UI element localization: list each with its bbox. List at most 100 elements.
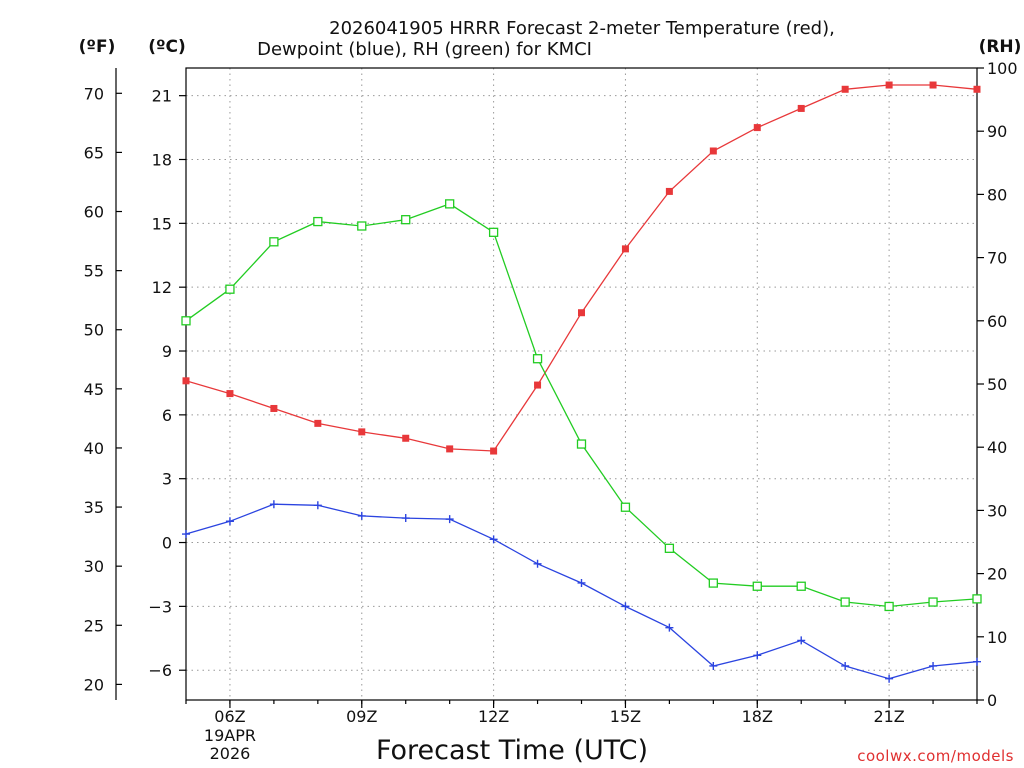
dewpoint-point [445,515,454,524]
celsius-tick-label: −3 [148,597,172,616]
x-tick-label: 12Z [478,707,509,726]
temperature-point [270,404,278,412]
x-tick-date-label: 19APR [204,726,256,745]
dewpoint-point [533,559,542,568]
celsius-axis-ticks: −6 −3 0 3 6 9 12 15 18 21 [148,87,186,680]
rh-point [972,594,982,604]
temperature-point [753,124,761,132]
celsius-tick-label: 3 [162,470,172,489]
rh-point [928,597,938,607]
rh-point [357,221,367,231]
rh-tick-label: 50 [987,375,1007,394]
rh-tick-label: 60 [987,312,1007,331]
fahrenheit-tick-label: 40 [84,439,104,458]
temperature-point [314,419,322,427]
temperature-point [841,85,849,93]
rh-point [884,601,894,612]
dewpoint-point [841,661,850,670]
celsius-tick-label: 9 [162,342,172,361]
rh-point [664,543,675,553]
rh-point [401,215,411,225]
rh-tick-label: 100 [987,59,1018,78]
temperature-point [446,445,454,453]
temperature-point [578,309,585,317]
temperature-point [709,147,717,155]
credit-text: coolwx.com/models [857,747,1014,765]
rh-tick-label: 70 [987,249,1007,268]
rh-point [620,502,631,512]
rh-point [488,227,499,237]
temperature-point [534,381,542,389]
rh-point [269,237,279,247]
x-axis-label: Forecast Time (UTC) [376,735,648,766]
series [181,81,982,683]
temperature-point [402,434,410,442]
rh-tick-label: 90 [987,122,1007,141]
rh-axis-ticks: 0 10 20 30 40 50 60 70 80 90 100 [977,59,1018,710]
temperature-point [490,447,498,455]
fahrenheit-tick-label: 50 [84,321,104,340]
rh-point [313,216,323,227]
temperature-point [621,245,629,253]
fahrenheit-tick-label: 45 [84,380,104,399]
chart-title-line-2: Dewpoint (blue), RH (green) for KMCI [257,39,592,60]
dewpoint-point [401,514,410,523]
rh-tick-label: 20 [987,565,1007,584]
dewpoint-point [885,674,894,683]
temperature-point [182,377,190,385]
rh-point [796,581,806,591]
celsius-tick-label: 15 [152,214,172,233]
fahrenheit-tick-label: 30 [84,557,104,576]
temperature-point [665,187,673,195]
celsius-tick-label: −6 [148,661,172,680]
dewpoint-point [182,530,190,539]
celsius-tick-label: 6 [162,406,172,425]
rh-point [445,199,455,209]
dewpoint-point [797,636,806,645]
rh-tick-label: 0 [987,691,997,710]
dewpoint-point [621,602,630,611]
celsius-unit-label: (ºC) [148,37,186,57]
rh-point [708,578,718,588]
fahrenheit-tick-label: 60 [84,203,104,222]
rh-tick-label: 40 [987,438,1007,457]
temperature-point [973,85,981,93]
dewpoint-point [269,500,278,509]
rh-point [840,597,850,607]
temperature-point [885,81,893,89]
celsius-tick-label: 18 [152,151,172,170]
temperature-point [929,81,937,89]
rh-tick-label: 80 [987,185,1007,204]
rh-point [181,316,191,326]
fahrenheit-tick-label: 25 [84,616,104,635]
x-tick-date-label: 2026 [210,744,251,763]
grid [186,68,977,700]
x-tick-label: 15Z [610,707,641,726]
fahrenheit-tick-label: 35 [84,498,104,517]
rh-unit-label: (RH) [979,37,1022,57]
x-tick-label: 18Z [742,707,773,726]
celsius-tick-label: 21 [152,87,172,106]
rh-point [576,439,587,449]
dewpoint-point [313,501,322,510]
rh-point [752,581,762,591]
chart-title-line-1: 2026041905 HRRR Forecast 2-meter Tempera… [329,18,835,39]
rh-point [532,354,543,364]
rh-tick-label: 30 [987,501,1007,520]
plot-frame [185,67,978,701]
dewpoint-point [357,511,366,520]
rh-line [185,203,978,608]
celsius-tick-label: 12 [152,278,172,297]
dewpoint-point [489,535,498,544]
fahrenheit-unit-label: (ºF) [79,37,116,57]
fahrenheit-tick-label: 20 [84,675,104,694]
x-tick-label: 21Z [873,707,904,726]
temperature-point [797,104,805,112]
fahrenheit-tick-label: 55 [84,262,104,281]
fahrenheit-axis-ticks: 20 25 30 35 40 45 50 55 60 65 70 [84,84,122,694]
rh-point [225,284,235,294]
fahrenheit-tick-label: 65 [84,143,104,162]
dewpoint-point [577,578,586,587]
dewpoint-point [929,661,938,670]
